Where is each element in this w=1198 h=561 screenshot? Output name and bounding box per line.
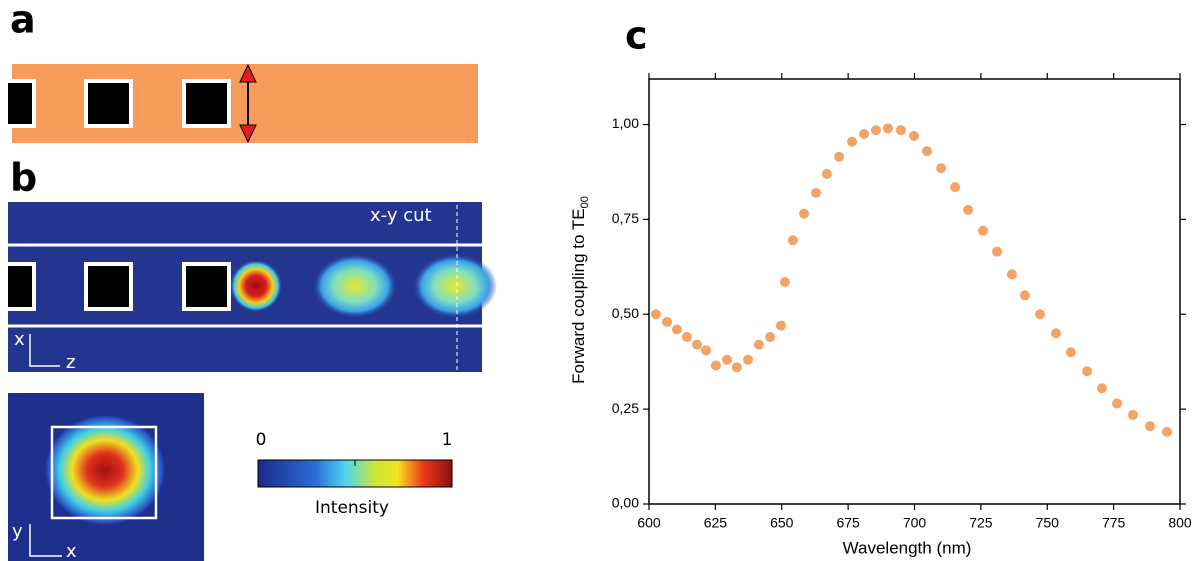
mode-profile [45,415,165,525]
panel-label: a [10,0,36,42]
hole [4,79,36,128]
axes-icon [29,524,62,557]
data-point [743,354,754,365]
data-point [710,360,721,371]
hole [84,262,133,311]
data-point [921,146,932,157]
data-point [681,332,692,343]
data-point [671,324,682,335]
x-tick-label: 775 [1102,515,1126,531]
data-point [1065,347,1076,358]
hole [182,79,231,128]
data-point [882,123,893,134]
data-point [779,277,790,288]
data-point [1096,383,1107,394]
data-point [650,309,661,320]
x-tick-label: 750 [1036,515,1060,531]
y-tick-label: 1,00 [612,115,639,131]
hole [84,79,133,128]
data-point [871,125,882,136]
hole [182,262,231,311]
x-tick-label: 700 [903,515,927,531]
data-point [963,204,974,215]
data-point [1082,366,1093,377]
data-point [787,235,798,246]
y-tick-label: 0,75 [612,210,639,226]
data-point [1144,421,1155,432]
x-tick-label: 650 [770,515,794,531]
y-tick-label: 0,50 [612,305,639,321]
data-point [662,316,673,327]
y-axis-label-main: Forward coupling to TE [569,208,588,383]
axis-letter: x [66,541,77,561]
field-lobe [413,254,497,318]
y-tick-label: 0,25 [612,400,639,416]
data-point [977,225,988,236]
axis-letter: z [66,352,75,373]
data-point [1006,269,1017,280]
data-point [1161,426,1172,437]
axes-icon [29,334,60,367]
data-point [1019,290,1030,301]
data-point [692,339,703,350]
data-point [701,345,712,356]
y-tick-label: 0,00 [612,495,639,511]
colorbar-label: Intensity [315,498,389,518]
data-point [895,125,906,136]
y-axis-label: Forward coupling to TE00 [569,196,590,384]
data-point [799,208,810,219]
plot-frame [648,78,1181,505]
x-tick-label: 600 [637,515,661,531]
data-point [722,354,733,365]
data-point [992,246,1003,257]
data-point [765,332,776,343]
data-point [834,151,845,162]
x-tick-label: 725 [969,515,993,531]
data-point [1128,409,1139,420]
data-point [859,129,870,140]
hole [4,262,36,311]
x-tick-label: 800 [1168,515,1192,531]
axis-letter: y [12,521,23,542]
colorbar-max: 1 [442,430,453,450]
data-point [1051,328,1062,339]
cut-label: x-y cut [370,205,432,226]
data-point [1035,309,1046,320]
arrow-head [239,63,257,83]
panel-label: b [10,156,37,200]
data-point [775,320,786,331]
data-point [753,339,764,350]
x-tick-label: 675 [836,515,860,531]
colorbar-min: 0 [256,430,267,450]
field-lobe [313,254,397,318]
data-point [936,163,947,174]
data-point [950,182,961,193]
arrow-head [239,124,257,144]
core-outline [50,425,158,520]
data-point [847,136,858,147]
data-point [821,168,832,179]
x-axis-label: Wavelength (nm) [843,538,972,557]
field-lobe [230,260,282,312]
data-point [731,362,742,373]
data-point [908,130,919,141]
data-point [1112,398,1123,409]
data-point [810,187,821,198]
panel-label: c [625,14,648,58]
x-tick-label: 625 [704,515,728,531]
y-axis-label-sub: 00 [579,196,591,208]
axis-letter: x [14,329,25,350]
